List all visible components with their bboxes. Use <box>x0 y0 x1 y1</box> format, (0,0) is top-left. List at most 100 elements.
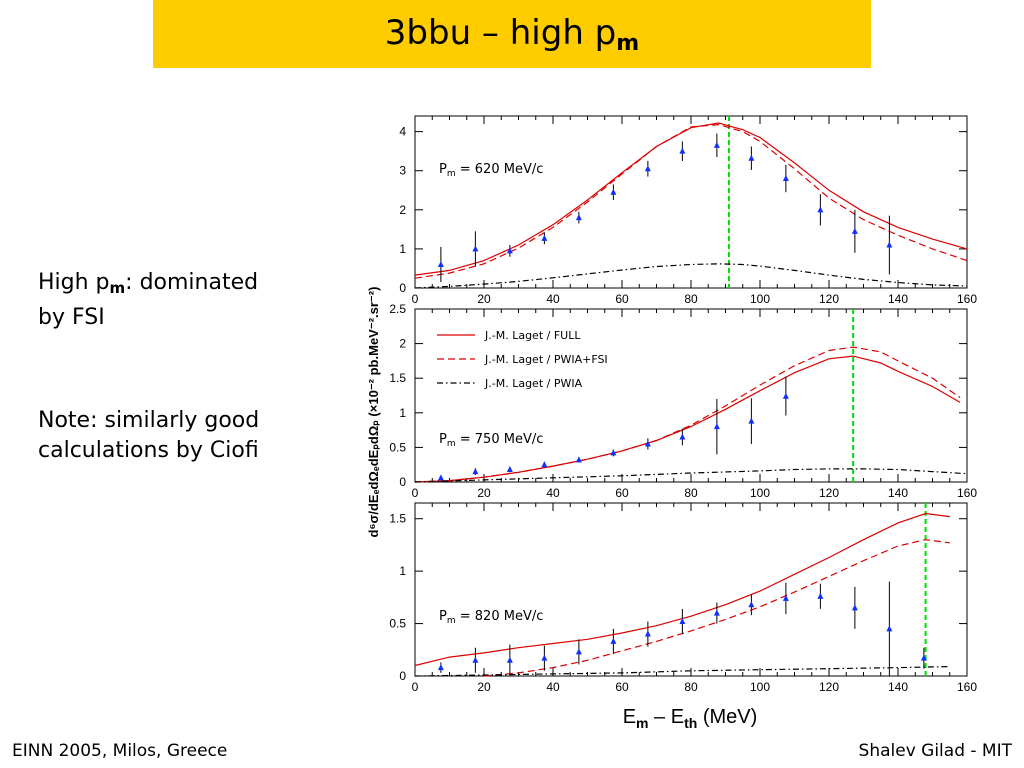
x-label-m: m <box>636 715 648 731</box>
x-tick-label: 160 <box>957 486 977 500</box>
legend-label: J.-M. Laget / FULL <box>484 329 581 342</box>
y-tick-label: 4 <box>399 125 406 139</box>
data-point <box>782 392 789 399</box>
data-point <box>920 654 927 661</box>
x-tick-label: 40 <box>546 486 560 500</box>
panel-frame <box>414 502 968 677</box>
x-tick-label: 160 <box>957 292 977 306</box>
panel-label-P: P <box>439 609 447 624</box>
x-tick-label: 140 <box>888 292 908 306</box>
panel-2: 0 20 40 60 80 100 120 140 160 0 0.5 1 1.5 2 2.5 Pm = 75… <box>389 302 977 500</box>
data-point <box>575 214 582 221</box>
panel-label-P: P <box>439 432 447 447</box>
y-axis-label: d⁶σ/dEₑdΩₑdEₚdΩₚ (×10⁻² pb.MeV⁻².sr⁻²) <box>366 287 381 538</box>
data-point <box>713 141 720 148</box>
bullet-fsi-line2: by FSI <box>38 305 105 330</box>
data-point <box>886 241 893 248</box>
x-tick-label: 0 <box>412 486 419 500</box>
x-label-th: th <box>684 715 697 731</box>
x-tick-label: 80 <box>684 486 698 500</box>
bullet-ciofi-line2: calculations by Ciofi <box>38 438 259 463</box>
data-point <box>506 466 513 473</box>
x-tick-label: 140 <box>888 486 908 500</box>
data-point <box>541 234 548 241</box>
x-tick-label: 60 <box>615 680 629 694</box>
y-tick-label: 2 <box>399 203 406 217</box>
series-dashdot-curve <box>414 468 968 483</box>
x-tick-label: 20 <box>477 486 491 500</box>
x-tick-label: 100 <box>750 486 770 500</box>
y-tick-label: 1 <box>399 242 406 256</box>
bullet-fsi-pre: High p <box>38 270 110 295</box>
x-tick-label: 20 <box>477 680 491 694</box>
series-dashed-curve <box>414 123 968 279</box>
footer-left: EINN 2005, Milos, Greece <box>12 741 228 761</box>
data-point <box>817 206 824 213</box>
panel-label-sub: m <box>447 439 456 449</box>
data-point <box>506 247 513 254</box>
slide-title-subscript: m <box>616 30 640 56</box>
panel-label-value: = 620 MeV/c <box>456 162 544 177</box>
x-tick-label: 140 <box>888 680 908 694</box>
panel-label: Pm = 750 MeV/c <box>439 432 543 449</box>
panel-3: 0 20 40 60 80 100 120 140 160 0 0.5 1 1.5 Pm = 820 Me… <box>389 502 977 694</box>
x-label-unit: (MeV) <box>697 706 757 728</box>
y-tick-label: 2 <box>399 337 406 351</box>
series-dashdot-curve <box>414 263 968 289</box>
bullet-ciofi-line1: Note: similarly good <box>38 408 260 433</box>
x-tick-label: 0 <box>412 680 419 694</box>
data-point <box>748 154 755 161</box>
x-tick-label: 80 <box>684 680 698 694</box>
x-tick-label: 20 <box>477 292 491 306</box>
data-point <box>644 630 651 637</box>
panel-label-sub: m <box>447 169 456 179</box>
data-point <box>748 601 755 608</box>
data-point <box>472 656 479 663</box>
data-point <box>472 245 479 252</box>
data-point <box>610 637 617 644</box>
data-point <box>541 461 548 468</box>
data-point <box>575 456 582 463</box>
x-tick-label: 60 <box>615 486 629 500</box>
data-point <box>644 165 651 172</box>
x-tick-label: 40 <box>546 680 560 694</box>
panel-label-P: P <box>439 162 447 177</box>
panel-1: 0 20 40 60 80 100 120 140 160 0 1 2 3 4 Pm = 620 MeV/c <box>399 115 977 306</box>
y-tick-label: 1.5 <box>389 371 406 385</box>
data-point <box>748 417 755 424</box>
bullet-ciofi: Note: similarly good calculations by Cio… <box>38 406 259 466</box>
data-point <box>610 449 617 456</box>
series-dashed-curve <box>414 346 961 483</box>
data-point <box>851 227 858 234</box>
data-point <box>644 440 651 447</box>
footer-right: Shalev Gilad - MIT <box>858 741 1012 761</box>
slide-title: 3bbu – high pm <box>385 13 639 56</box>
data-point <box>437 474 444 481</box>
data-point <box>679 147 686 154</box>
panel-label-value: = 820 MeV/c <box>456 609 544 624</box>
x-tick-label: 60 <box>615 292 629 306</box>
x-tick-label: 40 <box>546 292 560 306</box>
data-point <box>886 625 893 632</box>
panel-label: Pm = 620 MeV/c <box>439 162 543 179</box>
bullet-fsi-post: : dominated <box>125 270 259 295</box>
data-point <box>506 656 513 663</box>
y-tick-label: 0 <box>399 475 406 489</box>
series-dashed-curve <box>483 539 950 677</box>
data-point <box>713 423 720 430</box>
series-solid-curve <box>414 355 961 483</box>
series-dashdot-curve <box>414 666 950 677</box>
x-label-dash: – E <box>649 706 685 728</box>
x-tick-label: 120 <box>819 680 839 694</box>
panel-label-value: = 750 MeV/c <box>456 432 544 447</box>
y-tick-label: 1.5 <box>389 512 406 526</box>
legend-label: J.-M. Laget / PWIA+FSI <box>484 353 608 366</box>
data-point <box>817 592 824 599</box>
x-label-E: E <box>623 706 636 728</box>
data-point <box>713 609 720 616</box>
data-point <box>851 604 858 611</box>
series-solid-curve <box>414 122 968 276</box>
x-tick-label: 120 <box>819 486 839 500</box>
data-point <box>541 654 548 661</box>
